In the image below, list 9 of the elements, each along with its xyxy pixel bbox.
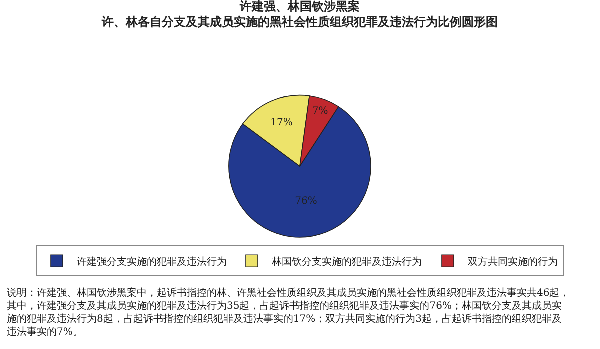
- chart-title: 许建强、林国钦涉黑案: [239, 0, 360, 14]
- data-label: 76%: [295, 196, 318, 207]
- text: 说明：许建强、林国钦涉黑案中，起诉书指控的林、许黑社会性质组织及其成员实施的黑社会性质组织犯罪及违法事实共46起，其中，许建强分支及其成员实施的犯罪及违法行为35起，占起诉书指控的组织犯罪及违法事实的76%；林国钦分支及其成员实施的犯罪及违法行为8起，占起诉书指控的组织犯罪及违法事实的17%；双方共同实施的行为3起，占起诉书指控的组织犯罪及违法事实的7%。: [7, 287, 570, 338]
- data-label: 7%: [312, 106, 328, 118]
- data-label: 17%: [270, 118, 293, 128]
- legend-label: 双方共同实施的行为: [468, 256, 558, 268]
- legend-label: 许建强分支实施的犯罪及违法行为: [77, 256, 227, 268]
- legend-label: 林国钦分支实施的犯罪及违法行为: [271, 256, 422, 268]
- chart-subtitle: 许、林各自分支及其成员实施的黑社会性质组织犯罪及违法行为比例圆形图: [101, 15, 498, 30]
